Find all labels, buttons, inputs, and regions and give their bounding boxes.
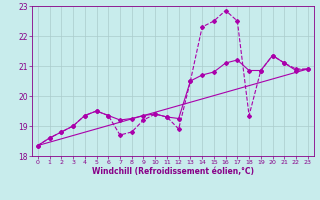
X-axis label: Windchill (Refroidissement éolien,°C): Windchill (Refroidissement éolien,°C) <box>92 167 254 176</box>
